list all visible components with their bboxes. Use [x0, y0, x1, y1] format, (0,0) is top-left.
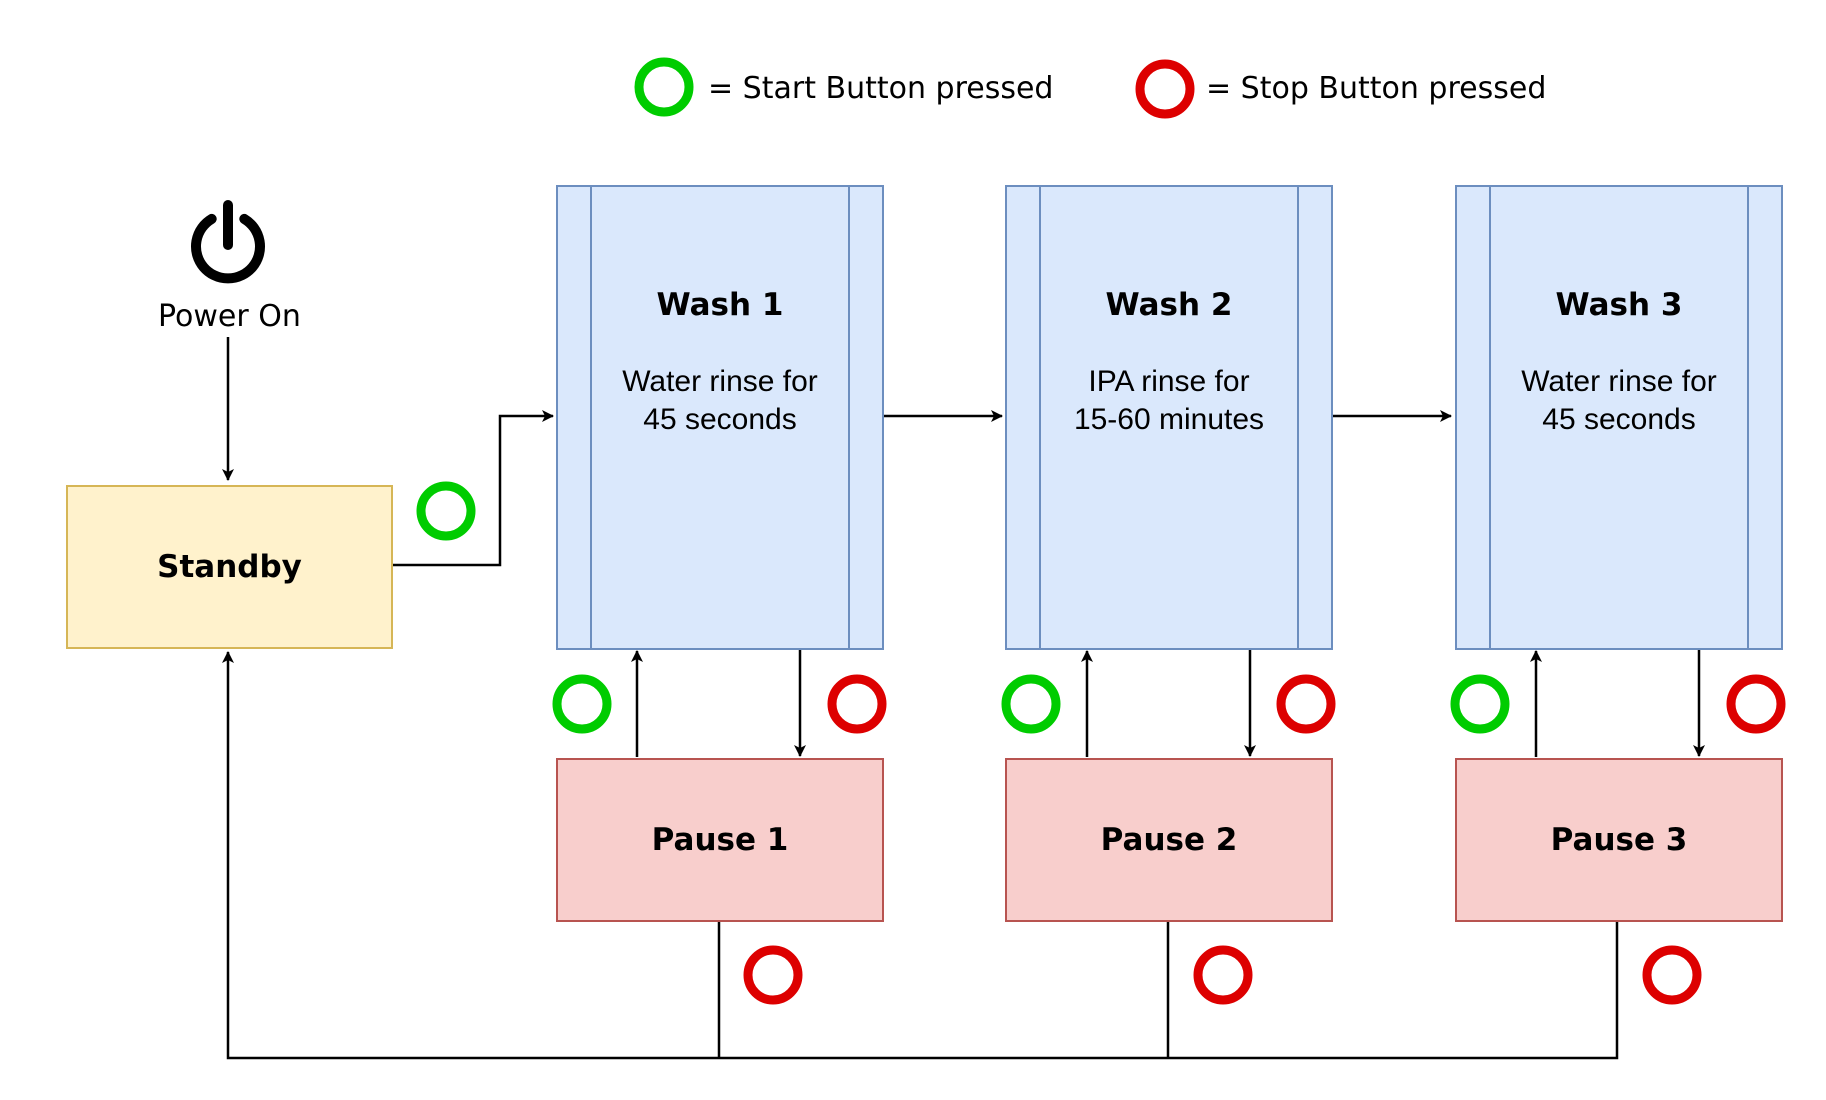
legend-start-label: = Start Button pressed — [708, 71, 1054, 106]
state-wash-1-title: Wash 1 — [656, 286, 784, 323]
arrow-pauses-to-standby — [222, 651, 1619, 1060]
legend-stop-label: = Stop Button pressed — [1206, 71, 1547, 106]
start-circle-standby — [416, 481, 476, 541]
start-circle-pause-1 — [552, 674, 612, 734]
state-wash-1-desc: Water rinse for 45 seconds — [622, 363, 818, 439]
wash-1-left-bar — [558, 187, 592, 648]
start-circle-pause-2 — [1001, 674, 1061, 734]
state-wash-3-desc-line-2: 45 seconds — [1542, 402, 1696, 436]
state-pause-1-title: Pause 1 — [651, 822, 789, 858]
wash-1-right-bar — [848, 187, 882, 648]
start-circle-pause-3 — [1450, 674, 1510, 734]
state-wash-2: Wash 2 IPA rinse for 15-60 minutes — [1005, 185, 1333, 650]
state-wash-2-desc: IPA rinse for 15-60 minutes — [1074, 363, 1264, 439]
stop-circle-pause-1 — [743, 945, 803, 1005]
wash-3-right-bar — [1747, 187, 1781, 648]
state-pause-2-title: Pause 2 — [1100, 822, 1238, 858]
state-pause-2: Pause 2 — [1005, 758, 1333, 922]
state-wash-3-desc-line-1: Water rinse for — [1521, 364, 1717, 398]
stop-circle-wash-3 — [1726, 674, 1786, 734]
state-wash-1-desc-line-2: 45 seconds — [643, 402, 797, 436]
legend-stop-circle — [1135, 59, 1195, 119]
state-wash-3: Wash 3 Water rinse for 45 seconds — [1455, 185, 1783, 650]
state-wash-2-desc-line-2: 15-60 minutes — [1073, 402, 1265, 436]
power-icon — [191, 200, 265, 284]
state-wash-2-title: Wash 2 — [1105, 286, 1233, 323]
arrow-standby-to-wash-1 — [393, 410, 554, 567]
wash-3-left-bar — [1457, 187, 1491, 648]
state-wash-2-desc-line-1: IPA rinse for — [1088, 364, 1250, 398]
stop-circle-wash-1 — [827, 674, 887, 734]
state-wash-1-desc-line-1: Water rinse for — [622, 364, 818, 398]
state-pause-3: Pause 3 — [1455, 758, 1783, 922]
state-wash-1: Wash 1 Water rinse for 45 seconds — [556, 185, 884, 650]
wash-2-right-bar — [1297, 187, 1331, 648]
state-wash-3-title: Wash 3 — [1555, 286, 1683, 323]
state-wash-3-desc: Water rinse for 45 seconds — [1521, 363, 1717, 439]
stop-circle-wash-2 — [1276, 674, 1336, 734]
power-on-label: Power On — [158, 299, 301, 334]
state-pause-1: Pause 1 — [556, 758, 884, 922]
state-standby-title: Standby — [157, 549, 302, 585]
stop-circle-pause-2 — [1193, 945, 1253, 1005]
wash-2-left-bar — [1007, 187, 1041, 648]
legend-start-circle — [634, 57, 694, 117]
stop-circle-pause-3 — [1642, 945, 1702, 1005]
state-pause-3-title: Pause 3 — [1550, 822, 1688, 858]
state-standby: Standby — [66, 485, 393, 649]
